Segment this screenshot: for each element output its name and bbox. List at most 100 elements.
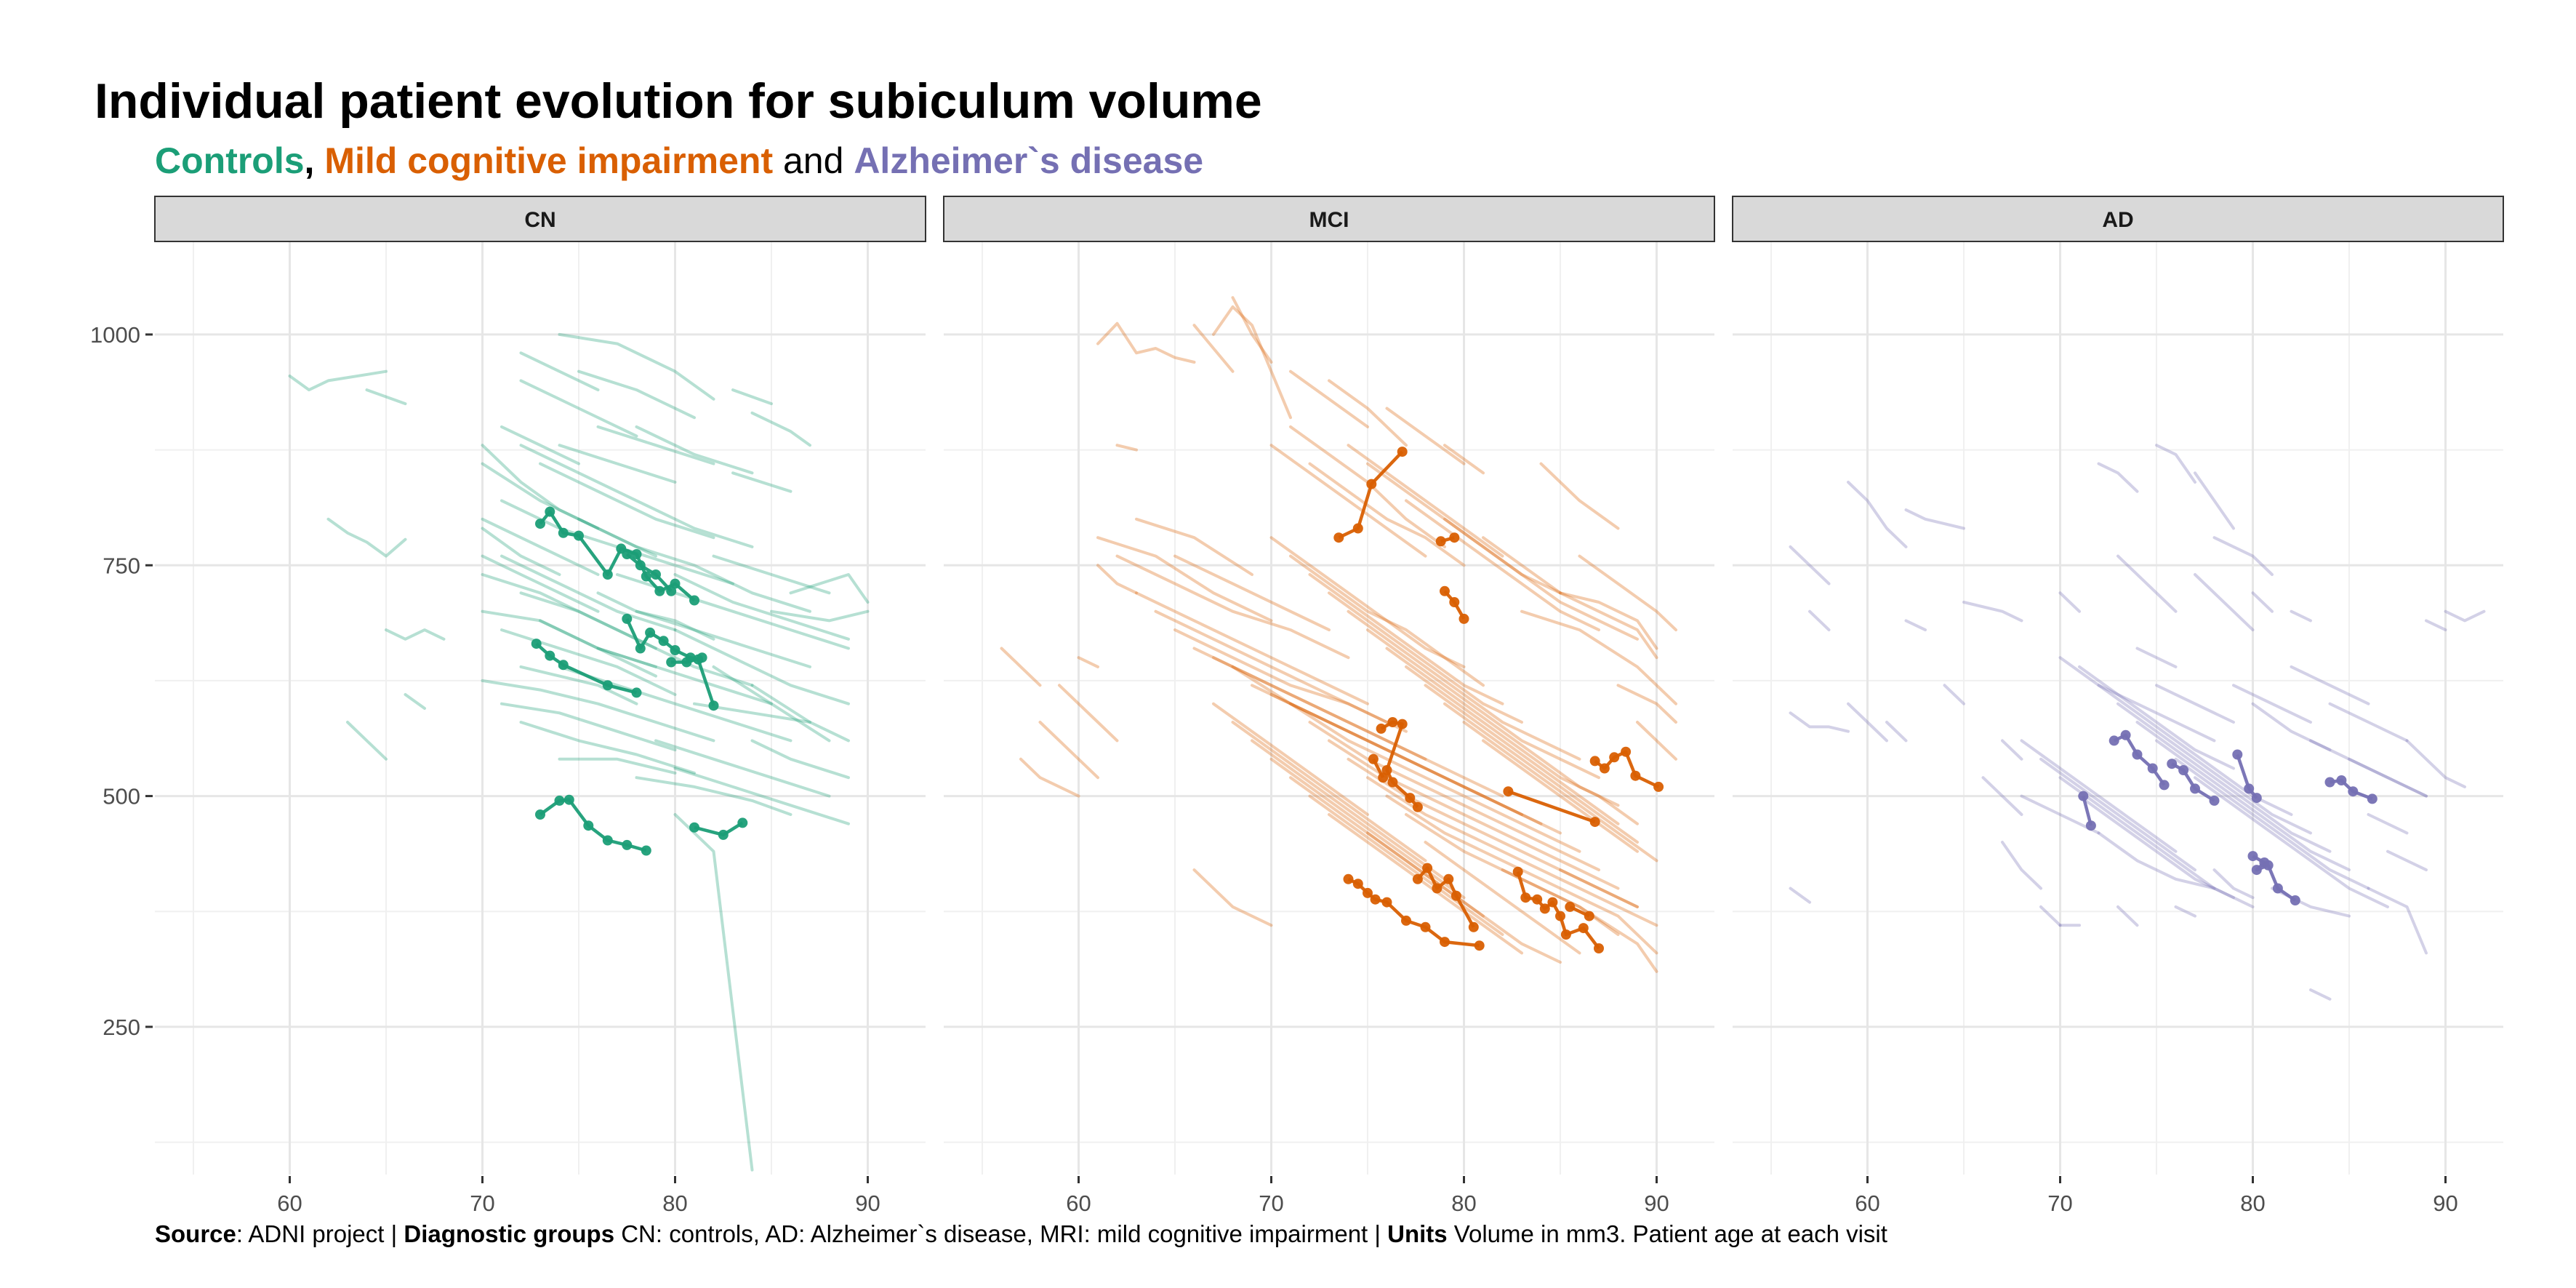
highlighted-patient-point [1412, 801, 1423, 812]
highlighted-patient-point [554, 795, 565, 806]
patient-trajectory-line [1192, 324, 1235, 373]
patient-trajectory-line [2135, 647, 2178, 668]
highlighted-patient-point [1609, 752, 1620, 763]
patient-trajectory-line [1962, 601, 2023, 623]
patient-trajectory-line [1847, 702, 1888, 743]
x-tick-label: 80 [2240, 1191, 2265, 1216]
highlighted-patient-point [1547, 897, 1558, 908]
patient-trajectory-line [2097, 831, 2255, 908]
patient-trajectory-line [750, 411, 811, 447]
x-tick-label: 90 [1644, 1191, 1669, 1216]
patient-trajectory-line [519, 721, 696, 775]
x-tick-label: 60 [1855, 1191, 1879, 1216]
subtitle-mci: Mild cognitive impairment [324, 140, 774, 181]
patient-trajectory-line [635, 776, 793, 816]
patient-trajectory-line [2174, 757, 2370, 890]
highlighted-patient-point [2272, 883, 2283, 894]
highlighted-patient-point [1387, 717, 1398, 727]
highlighted-patient-point [718, 829, 729, 840]
highlighted-patient-point [1368, 753, 1379, 764]
highlighted-patient-point [2324, 777, 2335, 788]
patient-trajectory-line [1482, 739, 1639, 853]
highlighted-patient-point [1555, 911, 1565, 921]
highlighted-patient-point [1352, 879, 1363, 889]
highlighted-patient-point [654, 585, 665, 596]
highlighted-patient-point [1376, 723, 1387, 734]
patient-trajectory-line [712, 554, 831, 595]
patient-trajectory-line [404, 693, 426, 710]
highlighted-patient-point [1422, 863, 1433, 873]
patient-trajectory-line [635, 609, 811, 668]
patient-trajectory-line [712, 665, 831, 743]
highlighted-patient-point [1589, 817, 1600, 828]
highlighted-patient-point [1333, 532, 1344, 543]
y-tick-label: 750 [103, 553, 140, 578]
patient-trajectory-line [481, 527, 561, 576]
facet-strip [154, 196, 926, 242]
patient-trajectory-line [1115, 554, 1350, 660]
subtitle-ad: Alzheimer`s disease [854, 140, 1204, 181]
patient-trajectory-line [2194, 776, 2389, 908]
highlighted-patient-point [622, 613, 633, 624]
patient-trajectory-line [1405, 499, 1600, 632]
highlighted-patient-point [602, 835, 613, 846]
patient-trajectory-line [519, 444, 754, 548]
patient-trajectory-line [1808, 609, 1831, 632]
highlighted-patient-line [1507, 790, 1596, 824]
patient-trajectory-line [2232, 684, 2312, 724]
patient-trajectory-line [2078, 794, 2235, 900]
highlighted-patient-point [558, 660, 569, 671]
patient-trajectory-line [1328, 591, 1523, 724]
x-tick-label: 70 [1259, 1191, 1283, 1216]
y-tick-label: 250 [103, 1015, 140, 1040]
patient-trajectory-line [2290, 665, 2370, 705]
highlighted-patient-point [708, 700, 719, 711]
highlighted-patient-point [1366, 479, 1377, 489]
patient-trajectory-line [673, 767, 850, 825]
patient-trajectory-line [673, 573, 850, 641]
highlighted-patient-point [1565, 901, 1576, 912]
highlighted-patient-point [666, 657, 677, 668]
highlighted-patient-point [1584, 911, 1594, 921]
highlighted-patient-point [658, 636, 669, 647]
highlighted-patient-point [1589, 756, 1600, 767]
patient-trajectory-line [1289, 369, 1369, 428]
patient-trajectory-line [1289, 702, 1581, 853]
highlighted-patient-point [2336, 775, 2347, 785]
patient-trajectory-line [1328, 739, 1620, 890]
patient-trajectory-line [673, 813, 754, 1172]
highlighted-patient-point [2132, 749, 2143, 760]
highlighted-patient-point [1621, 746, 1632, 757]
patient-trajectory-line [1308, 721, 1600, 872]
patient-trajectory-line [1231, 296, 1273, 364]
patient-trajectory-line [385, 628, 446, 641]
patient-trajectory-line [1405, 813, 1658, 973]
facet-strip [943, 196, 1715, 242]
highlighted-patient-point [531, 639, 542, 649]
patient-trajectory-line [1115, 444, 1138, 452]
patient-trajectory-line [1251, 739, 1446, 881]
patient-trajectory-line [1385, 407, 1466, 465]
patient-trajectory-line [1077, 656, 1099, 668]
highlighted-patient-point [1401, 915, 1411, 926]
patient-trajectory-line [1366, 628, 1600, 780]
patient-trajectory-line [1269, 536, 1466, 668]
highlighted-patient-point [2167, 759, 2178, 769]
patient-trajectory-line [731, 471, 793, 493]
highlighted-patient-point [2078, 791, 2089, 801]
highlighted-patient-point [545, 506, 555, 517]
patient-trajectory-line [558, 444, 677, 484]
patient-trajectory-line [1192, 868, 1273, 927]
patient-trajectory-line [2039, 757, 2196, 872]
x-tick-label: 60 [277, 1191, 302, 1216]
highlighted-patient-point [1420, 921, 1431, 932]
patient-trajectory-line [2367, 887, 2428, 955]
patient-trajectory-line [500, 554, 677, 632]
patient-trajectory-line [519, 379, 638, 438]
highlighted-patient-point [1381, 897, 1392, 908]
patient-trajectory-line [1328, 813, 1523, 955]
patient-trajectory-line [1096, 564, 1138, 595]
patient-trajectory-line [2367, 813, 2409, 835]
patient-trajectory-line [481, 573, 657, 650]
